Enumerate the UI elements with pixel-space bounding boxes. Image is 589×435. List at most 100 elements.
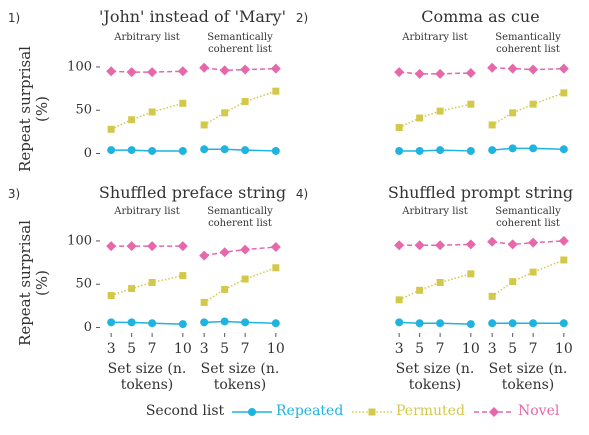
- data-point: [127, 318, 136, 327]
- y-tick-label: 50: [75, 103, 92, 118]
- data-point: [178, 320, 187, 329]
- data-point: [435, 240, 446, 251]
- data-point: [128, 285, 136, 293]
- legend-marker: [489, 407, 499, 417]
- facet-title: Semantically coherent list: [495, 32, 561, 55]
- data-point: [465, 67, 476, 78]
- data-point: [395, 124, 403, 132]
- series-line: [492, 240, 564, 246]
- series-line: [399, 71, 471, 75]
- legend-label: Repeated: [276, 403, 344, 419]
- data-point: [558, 63, 569, 74]
- x-tick-label: 3: [488, 341, 497, 357]
- data-point: [220, 145, 229, 154]
- data-point: [529, 144, 538, 153]
- data-point: [219, 65, 230, 76]
- facet-title: Semantically coherent list: [207, 206, 273, 229]
- series-line: [204, 148, 276, 152]
- data-point: [395, 146, 404, 155]
- data-point: [148, 319, 157, 328]
- panel-title: Shuffled preface string: [98, 183, 287, 202]
- y-tick-label: 0: [84, 320, 92, 335]
- x-axis-label: Set size (n. tokens): [200, 361, 280, 394]
- data-point: [106, 241, 117, 252]
- data-point: [488, 319, 497, 328]
- series-line: [111, 321, 183, 325]
- data-point: [488, 146, 497, 155]
- series-line: [491, 92, 565, 126]
- data-point: [560, 256, 568, 264]
- data-point: [394, 240, 405, 251]
- x-axis-label: Set size (n. tokens): [488, 361, 568, 394]
- data-point: [127, 146, 136, 155]
- series-line: [491, 259, 565, 297]
- data-point: [559, 319, 568, 328]
- data-point: [270, 241, 281, 252]
- series-line: [110, 102, 184, 130]
- data-point: [147, 241, 158, 252]
- data-point: [241, 146, 250, 155]
- facet-title: Semantically coherent list: [207, 32, 273, 55]
- data-point: [148, 108, 156, 116]
- data-point: [467, 100, 475, 108]
- data-point: [219, 247, 230, 258]
- series-line: [399, 243, 471, 247]
- series-line: [203, 267, 277, 304]
- x-tick-label: 5: [415, 341, 424, 357]
- x-tick-label: 10: [174, 341, 192, 357]
- data-point: [200, 318, 209, 327]
- series-line: [204, 320, 276, 324]
- data-point: [199, 62, 210, 73]
- data-point: [126, 241, 137, 252]
- data-point: [467, 270, 475, 278]
- data-point: [241, 318, 250, 327]
- y-tick-label: 100: [67, 233, 92, 248]
- data-point: [177, 66, 188, 77]
- series-line: [399, 149, 471, 152]
- data-point: [466, 146, 475, 155]
- data-point: [177, 241, 188, 252]
- data-point: [507, 239, 518, 250]
- data-point: [240, 64, 251, 75]
- data-point: [436, 146, 445, 155]
- data-point: [528, 64, 539, 75]
- data-point: [559, 145, 568, 154]
- y-axis-label: Repeat surprisal (%): [16, 219, 52, 346]
- data-point: [395, 296, 403, 304]
- x-tick-label: 10: [462, 341, 480, 357]
- data-point: [508, 144, 517, 153]
- data-point: [509, 109, 517, 117]
- data-point: [395, 318, 404, 327]
- legend-marker: [368, 408, 376, 416]
- data-point: [241, 98, 249, 106]
- data-point: [200, 298, 208, 306]
- data-point: [529, 319, 538, 328]
- data-point: [271, 319, 280, 328]
- data-point: [272, 87, 280, 95]
- data-point: [107, 291, 115, 299]
- legend-title: Second list: [145, 403, 225, 419]
- panel-title: 'John' instead of 'Mary': [99, 7, 286, 26]
- facet-title: Arbitrary list: [402, 32, 468, 43]
- x-tick-label: 5: [127, 341, 136, 357]
- data-point: [179, 272, 187, 280]
- data-point: [529, 268, 537, 276]
- data-point: [436, 319, 445, 328]
- x-tick-label: 3: [395, 341, 404, 357]
- data-point: [272, 264, 280, 272]
- series-line: [111, 70, 183, 73]
- x-tick-label: 7: [148, 341, 157, 357]
- data-point: [436, 107, 444, 115]
- series-line: [204, 246, 276, 257]
- data-point: [220, 317, 229, 326]
- data-point: [509, 278, 517, 286]
- data-point: [416, 286, 424, 294]
- y-axis-label: Repeat surprisal (%): [16, 45, 52, 172]
- x-tick-label: 7: [241, 341, 250, 357]
- data-point: [270, 63, 281, 74]
- series-line: [399, 321, 471, 325]
- data-point: [221, 109, 229, 117]
- data-point: [488, 292, 496, 300]
- data-point: [394, 67, 405, 78]
